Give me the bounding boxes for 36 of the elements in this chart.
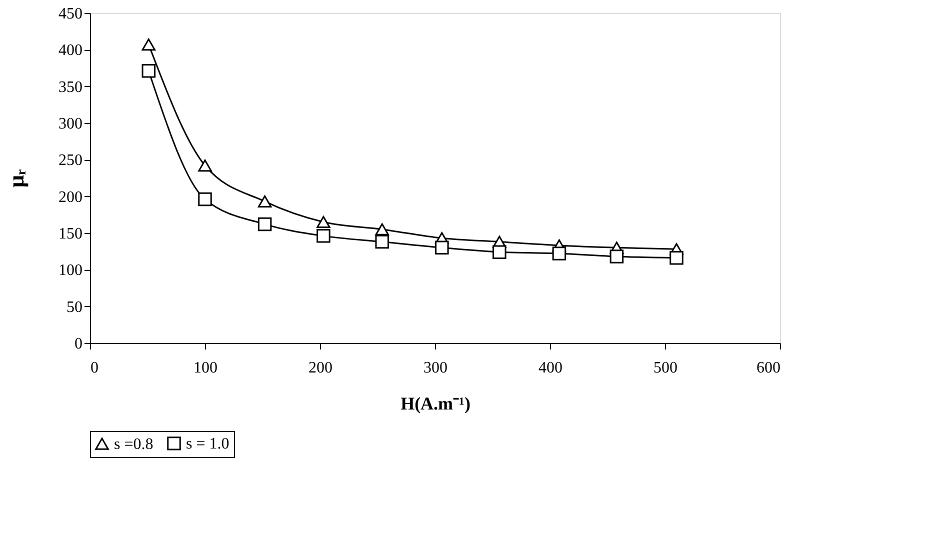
y-tick-label: 450 — [58, 6, 82, 22]
point — [552, 246, 566, 260]
point — [258, 195, 272, 208]
legend-label: s = 1.0 — [186, 435, 230, 452]
y-axis-title: μᵣ — [4, 169, 28, 188]
point — [142, 38, 156, 51]
x-tick-label: 300 — [424, 360, 448, 376]
point — [375, 223, 389, 236]
point — [492, 245, 506, 259]
point — [198, 192, 212, 206]
point — [435, 240, 449, 255]
point — [670, 251, 684, 265]
y-tick-label: 150 — [58, 226, 82, 242]
point — [258, 217, 272, 232]
point — [198, 159, 212, 172]
y-tick-label: 400 — [58, 42, 82, 60]
x-tick-label: 400 — [538, 360, 562, 376]
x-tick-label: 100 — [194, 360, 218, 376]
x-tick-label: 200 — [308, 360, 332, 376]
y-tick-label: 0 — [74, 336, 82, 352]
legend-label: s =0.8 — [114, 436, 154, 453]
point — [316, 229, 330, 243]
x-axis-title: H(A.m⁻¹) — [400, 394, 470, 414]
y-tick-label: 100 — [58, 262, 82, 280]
y-tick-label: 200 — [58, 188, 82, 206]
y-tick-label: 250 — [58, 152, 82, 170]
point — [375, 234, 389, 249]
point — [610, 250, 624, 264]
y-tick-label: 350 — [58, 78, 82, 96]
x-tick-label: 500 — [654, 360, 678, 376]
point — [316, 216, 330, 228]
x-tick-label: 0 — [90, 360, 98, 376]
point — [142, 64, 156, 78]
y-tick-label: 50 — [66, 298, 82, 316]
x-tick-label: 600 — [756, 360, 780, 376]
y-tick-label: 300 — [58, 116, 82, 132]
